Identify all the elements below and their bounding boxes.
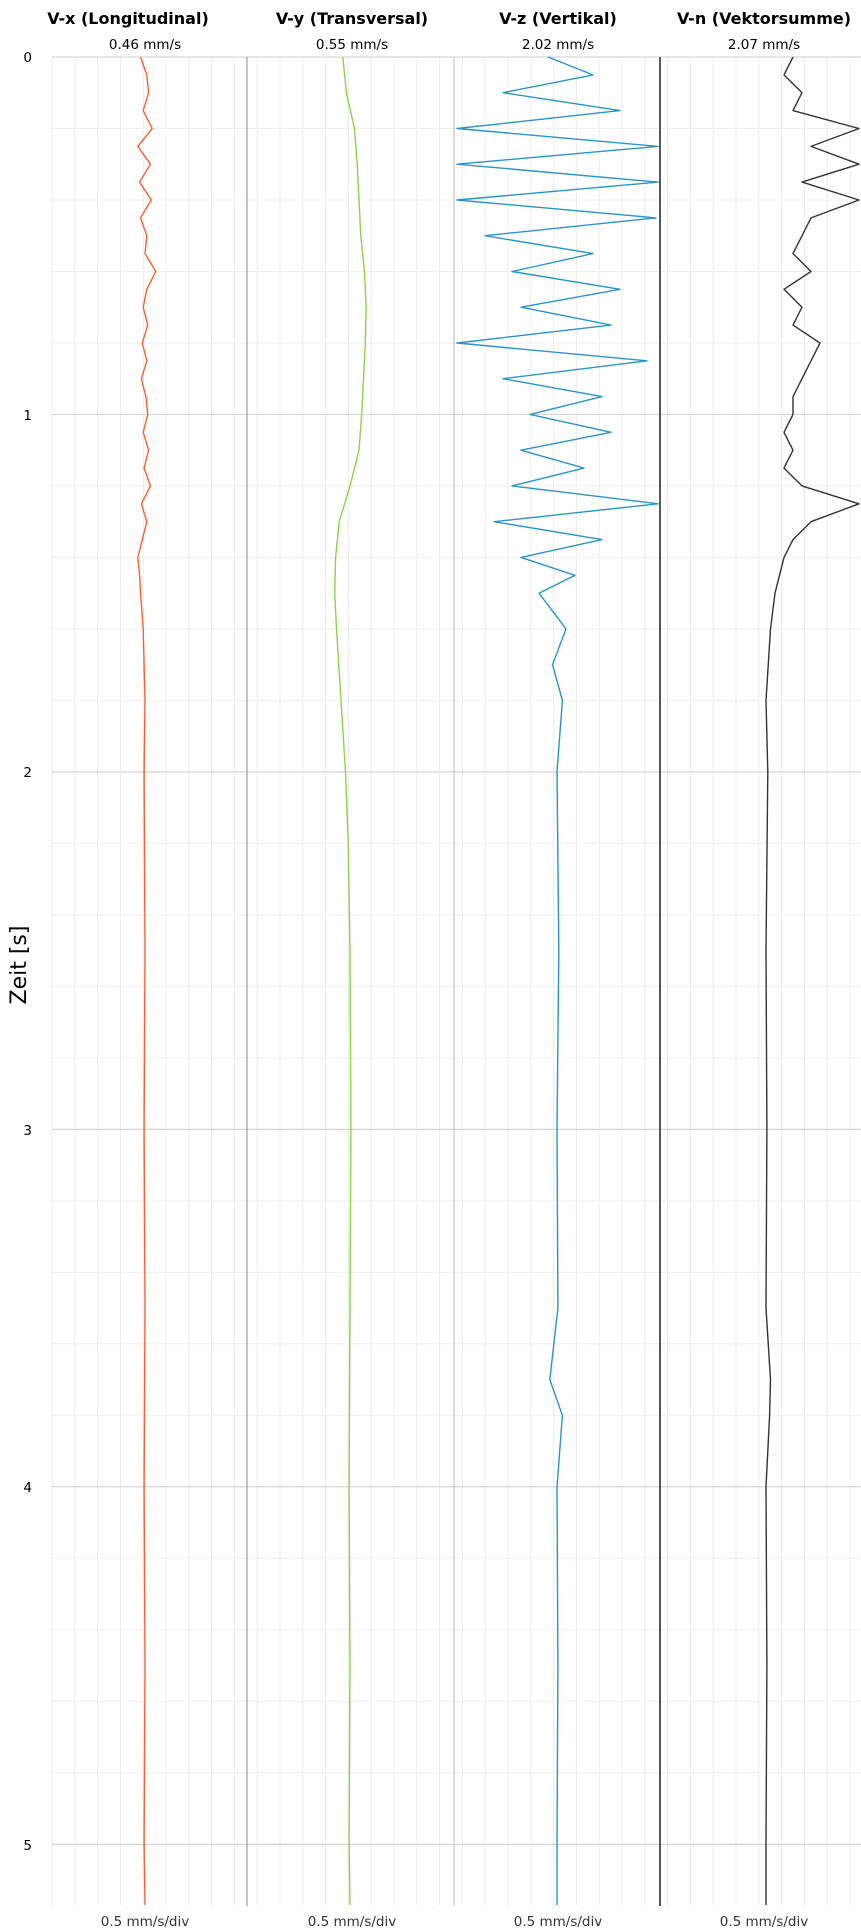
y-tick-label: 1 <box>23 408 32 424</box>
panel-title-vn: V-n (Vektorsumme) <box>677 9 851 28</box>
y-tick-label: 0 <box>23 50 32 66</box>
scale-label-vx: 0.5 mm/s/div <box>101 1914 190 1930</box>
scale-labels: 0.5 mm/s/div 0.5 mm/s/div 0.5 mm/s/div 0… <box>101 1914 809 1930</box>
peak-label-vn: 2.07 mm/s <box>728 37 800 53</box>
peak-label-vx: 0.46 mm/s <box>109 37 181 53</box>
panel-title-vx: V-x (Longitudinal) <box>47 9 209 28</box>
y-tick-label: 4 <box>23 1480 32 1496</box>
trace-line-0 <box>137 56 157 1906</box>
scale-label-vz: 0.5 mm/s/div <box>514 1914 603 1930</box>
trace-line-1 <box>334 56 367 1906</box>
y-tick-label: 5 <box>23 1838 32 1854</box>
trace-layer <box>137 56 860 1906</box>
peak-labels: 0.46 mm/s 0.55 mm/s 2.02 mm/s 2.07 mm/s <box>109 37 800 53</box>
panel-title-vz: V-z (Vertikal) <box>499 9 617 28</box>
peak-label-vy: 0.55 mm/s <box>316 37 388 53</box>
y-tick-label: 3 <box>23 1123 32 1139</box>
y-tick-label: 2 <box>23 765 32 781</box>
panel-titles: V-x (Longitudinal) V-y (Transversal) V-z… <box>47 9 851 28</box>
y-axis-label: Zeit [s] <box>7 926 32 1005</box>
scale-label-vy: 0.5 mm/s/div <box>308 1914 397 1930</box>
peak-label-vz: 2.02 mm/s <box>522 37 594 53</box>
y-tick-labels: 0 1 2 3 4 5 <box>23 50 32 1854</box>
panel-title-vy: V-y (Transversal) <box>276 9 428 28</box>
panel-frames <box>246 57 661 1906</box>
trace-line-3 <box>765 56 860 1905</box>
grid-layer <box>51 56 861 1905</box>
trace-line-2 <box>456 56 659 1905</box>
scale-label-vn: 0.5 mm/s/div <box>720 1914 809 1930</box>
